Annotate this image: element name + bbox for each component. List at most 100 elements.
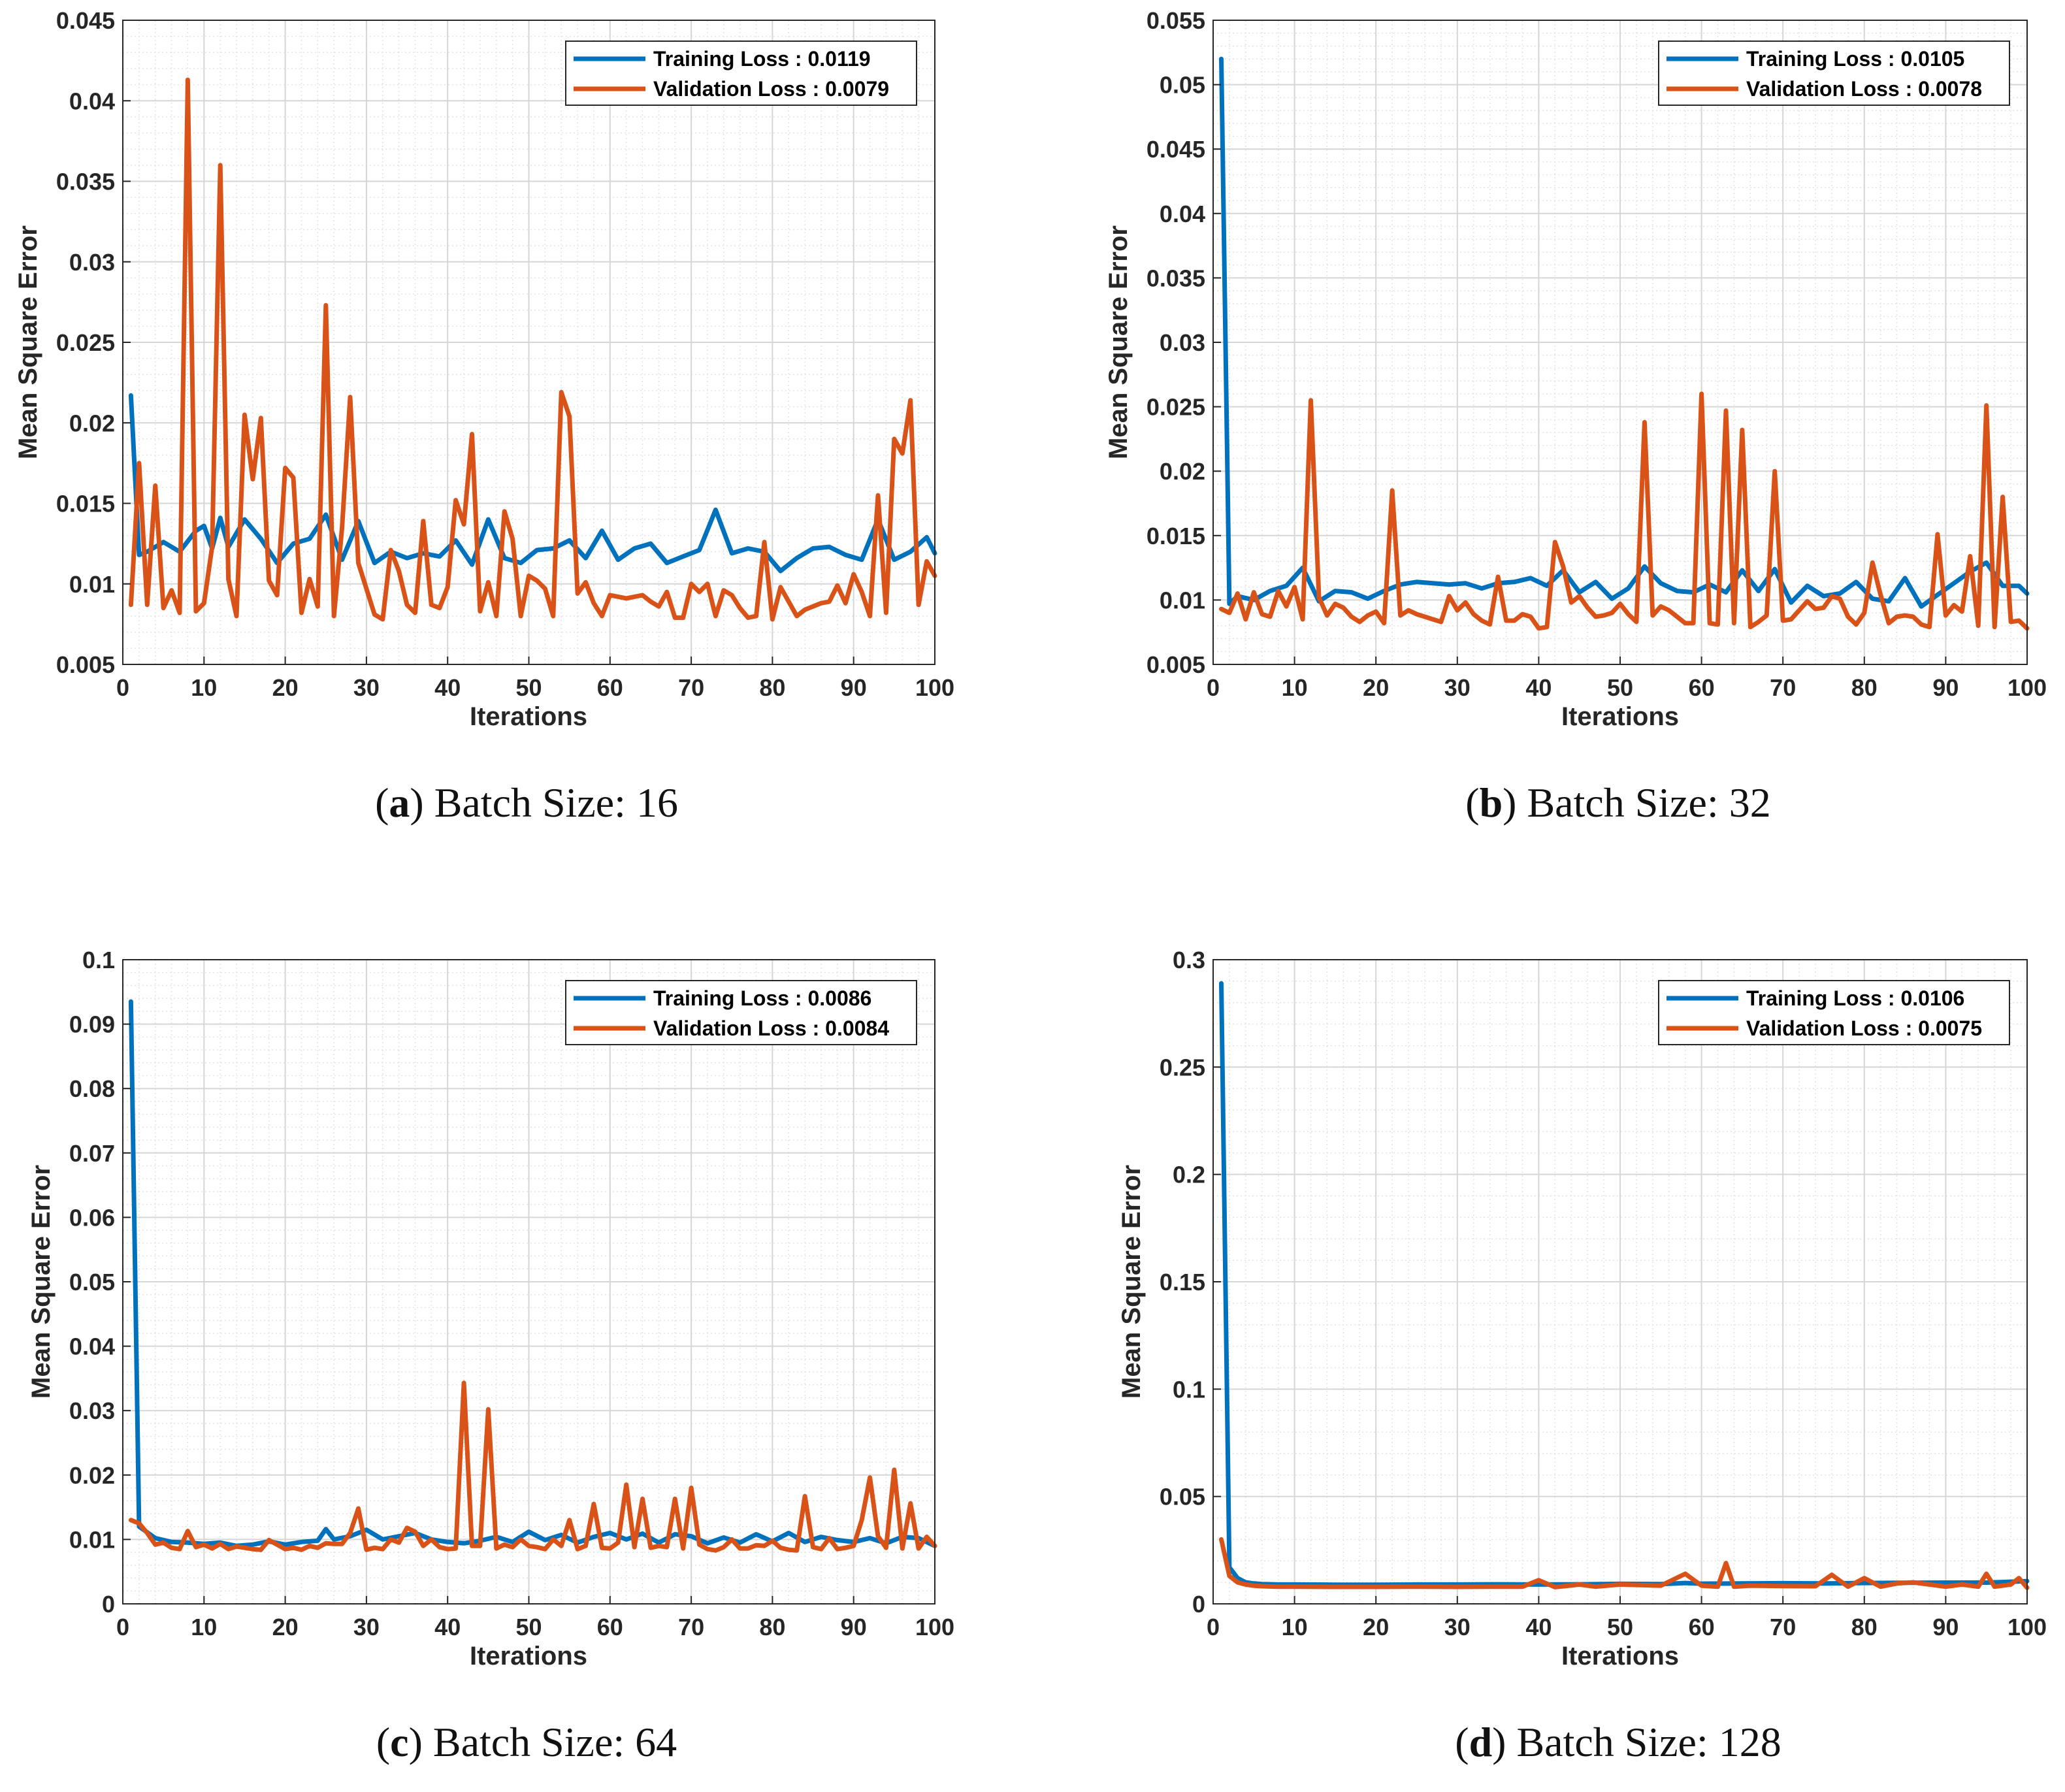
y-tick-label: 0.15 [1160, 1269, 1205, 1295]
x-tick-label: 100 [2008, 674, 2047, 701]
y-tick-label: 0 [102, 1591, 115, 1618]
x-tick-label: 20 [272, 674, 299, 701]
x-tick-label: 100 [915, 1614, 954, 1640]
y-tick-label: 0.01 [69, 571, 115, 598]
x-tick-label: 80 [759, 674, 785, 701]
y-tick-label: 0.05 [1160, 72, 1205, 99]
y-tick-label: 0.05 [1160, 1484, 1205, 1510]
series-lines-d [1219, 981, 2030, 1590]
y-tick-label: 0.025 [56, 329, 115, 356]
y-tick-label: 0.09 [69, 1011, 115, 1038]
panel-b: 0 10 20 30 40 50 60 70 80 90 100 0.005 0.01 0.015 0.02… [1104, 7, 2047, 826]
y-tick-label: 0.08 [69, 1075, 115, 1102]
grid-a [122, 20, 935, 665]
x-tick-label: 40 [434, 674, 461, 701]
legend-label-training-b: Training Loss : 0.0105 [1746, 47, 1964, 71]
y-tick-label: 0.015 [56, 491, 115, 517]
legend-c: Training Loss : 0.0086 Validation Loss :… [565, 980, 917, 1045]
x-tick-label: 10 [1282, 1614, 1308, 1640]
y-tick-label: 0.02 [69, 410, 115, 436]
panel-d: 0 10 20 30 40 50 60 70 80 90 100 0 0.05 0.1 0.15 0.2 0.2… [1117, 947, 2047, 1765]
ticks-d: 0 10 20 30 40 50 60 70 80 90 100 0 0.05 0.1 0.15 0.2 0.2… [1160, 947, 2047, 1640]
x-tick-label: 100 [2008, 1614, 2047, 1640]
x-tick-label: 90 [1932, 674, 1959, 701]
x-tick-label: 10 [1282, 674, 1308, 701]
x-tick-label: 50 [515, 1614, 542, 1640]
legend-box-d [1658, 980, 2010, 1045]
series-lines-a [128, 77, 937, 622]
x-tick-label: 20 [1363, 1614, 1389, 1640]
x-tick-label: 40 [1525, 674, 1552, 701]
y-tick-label: 0.1 [82, 947, 115, 973]
x-tick-label: 60 [597, 674, 623, 701]
y-tick-label: 0.3 [1173, 947, 1205, 973]
x-tick-label: 30 [353, 674, 380, 701]
y-tick-label: 0.045 [1146, 136, 1205, 163]
x-axis-label-a: Iterations [470, 702, 587, 731]
legend-label-validation-d: Validation Loss : 0.0075 [1746, 1017, 1982, 1040]
legend-label-validation-c: Validation Loss : 0.0084 [653, 1017, 889, 1040]
x-axis-label-d: Iterations [1561, 1642, 1679, 1670]
x-tick-label: 20 [1363, 674, 1389, 701]
x-tick-label: 30 [1444, 1614, 1471, 1640]
y-tick-label: 0.005 [1146, 651, 1205, 678]
caption-a: (a) Batch Size: 16 [375, 779, 678, 826]
x-tick-label: 100 [915, 674, 954, 701]
y-tick-label: 0 [1192, 1591, 1205, 1618]
x-tick-label: 70 [1770, 1614, 1796, 1640]
x-tick-label: 0 [1207, 1614, 1220, 1640]
y-tick-label: 0.02 [1160, 458, 1205, 485]
x-tick-label: 10 [191, 1614, 217, 1640]
ticks-a: 0 10 20 30 40 50 60 70 80 90 100 0.005 0.01 0.015 0.02… [56, 7, 954, 701]
legend-label-validation-b: Validation Loss : 0.0078 [1746, 77, 1982, 101]
x-tick-label: 30 [1444, 674, 1471, 701]
x-tick-label: 80 [759, 1614, 785, 1640]
y-tick-label: 0.055 [1146, 7, 1205, 34]
legend-d: Training Loss : 0.0106 Validation Loss :… [1658, 980, 2010, 1045]
ticks-b: 0 10 20 30 40 50 60 70 80 90 100 0.005 0.01 0.015 0.02… [1146, 7, 2047, 701]
x-tick-label: 80 [1851, 674, 1878, 701]
series-lines-b [1219, 56, 2030, 631]
legend-label-training-d: Training Loss : 0.0106 [1746, 986, 1964, 1010]
y-tick-label: 0.03 [1160, 329, 1205, 356]
x-tick-label: 0 [116, 1614, 129, 1640]
x-axis-label-b: Iterations [1561, 702, 1679, 731]
validation-loss-line-d [1219, 1537, 2030, 1590]
x-tick-label: 70 [678, 1614, 704, 1640]
caption-d: (d) Batch Size: 128 [1455, 1719, 1781, 1765]
grid-d [1212, 959, 2028, 1605]
y-tick-label: 0.04 [69, 1333, 115, 1360]
validation-loss-line-b [1219, 391, 2030, 631]
x-tick-label: 0 [116, 674, 129, 701]
y-tick-label: 0.07 [69, 1140, 115, 1167]
y-tick-label: 0.01 [1160, 587, 1205, 613]
y-axis-label-d: Mean Square Error [1117, 1165, 1146, 1399]
x-tick-label: 90 [841, 674, 867, 701]
y-tick-label: 0.01 [69, 1526, 115, 1553]
x-tick-label: 40 [1525, 1614, 1552, 1640]
y-tick-label: 0.25 [1160, 1054, 1205, 1081]
y-tick-label: 0.025 [1146, 394, 1205, 421]
y-tick-label: 0.02 [69, 1462, 115, 1489]
x-tick-label: 60 [1689, 674, 1715, 701]
y-tick-label: 0.04 [1160, 201, 1205, 227]
legend-b: Training Loss : 0.0105 Validation Loss :… [1658, 41, 2010, 106]
y-tick-label: 0.035 [56, 169, 115, 195]
legend-box-a [565, 41, 917, 106]
legend-a: Training Loss : 0.0119 Validation Loss :… [565, 41, 917, 106]
y-tick-label: 0.03 [69, 249, 115, 276]
y-tick-label: 0.2 [1173, 1162, 1205, 1188]
x-tick-label: 50 [515, 674, 542, 701]
y-tick-label: 0.03 [69, 1397, 115, 1424]
y-tick-label: 0.015 [1146, 523, 1205, 549]
y-axis-label-a: Mean Square Error [14, 225, 42, 459]
caption-b: (b) Batch Size: 32 [1465, 779, 1770, 826]
legend-box-c [565, 980, 917, 1045]
panel-c: 0 10 20 30 40 50 60 70 80 90 100 0 0.01 0.02 0.03 0.04 0… [27, 947, 954, 1765]
legend-label-validation-a: Validation Loss : 0.0079 [653, 77, 889, 101]
y-axis-label-c: Mean Square Error [27, 1165, 56, 1399]
legend-label-training-c: Training Loss : 0.0086 [653, 986, 871, 1010]
y-tick-label: 0.05 [69, 1269, 115, 1295]
x-tick-label: 90 [841, 1614, 867, 1640]
